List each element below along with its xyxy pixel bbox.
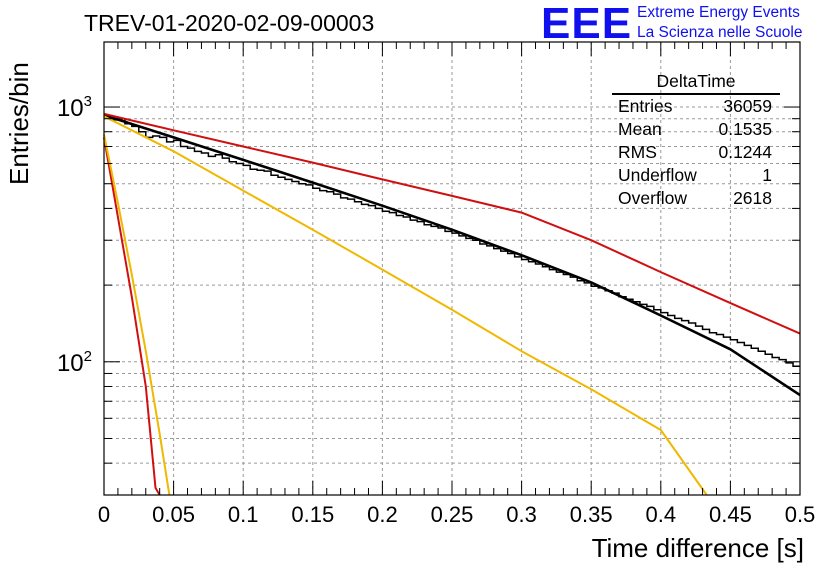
histogram-steps [104,115,800,368]
stats-label: Mean [618,119,662,139]
y-axis-label: Entries/bin [4,62,34,185]
logo-caption-line1: Extreme Energy Events [637,4,800,21]
y-tick-label: 103 [57,93,92,122]
curve-fit [103,113,801,397]
stats-row-underflow: Underflow 1 [612,164,780,187]
stats-value: 2618 [733,188,772,208]
stats-row-overflow: Overflow 2618 [612,187,780,210]
x-tick-label: 0.25 [431,502,474,527]
x-tick-label: 0.5 [785,502,816,527]
stats-value: 36059 [723,96,772,116]
stats-row-entries: Entries 36059 [612,95,780,118]
curve-red-upper [103,112,801,335]
logo-caption: Extreme Energy Events La Scienza nelle S… [637,3,802,43]
stats-title: DeltaTime [612,70,780,95]
stats-row-mean: Mean 0.1535 [612,118,780,141]
y-tick-labels: 102 103 [57,93,92,377]
x-tick-labels: 0 0.05 0.1 0.15 0.2 0.25 0.3 0.35 0.4 0.45 0.5 [98,502,815,527]
stats-box: DeltaTime Entries 36059 Mean 0.1535 RMS … [612,70,780,210]
y-tick-label: 102 [57,348,92,377]
stats-label: Overflow [618,188,688,208]
x-tick-label: 0.4 [646,502,677,527]
x-tick-label: 0.45 [709,502,752,527]
curve-yellow-slope [103,115,708,496]
stats-value: 0.1535 [718,119,772,139]
stats-label: Entries [618,96,673,116]
curve-red-steep [103,137,161,496]
curves [103,112,801,496]
stats-value: 1 [762,165,772,185]
stats-label: Underflow [618,165,697,185]
curve-yellow-steep [103,134,171,496]
stats-value: 0.1244 [718,142,772,162]
x-tick-label: 0 [98,502,110,527]
x-tick-label: 0.05 [152,502,195,527]
x-tick-label: 0.1 [228,502,259,527]
x-tick-label: 0.35 [570,502,613,527]
eee-logo: EEE [541,0,633,48]
x-tick-label: 0.3 [506,502,537,527]
chart-title: TREV-01-2020-02-09-00003 [84,10,375,36]
histogram [104,115,800,368]
stats-label: RMS [618,142,657,162]
axis-ticks [103,42,801,495]
x-tick-label: 0.15 [291,502,334,527]
x-tick-label: 0.2 [367,502,398,527]
grid-lines [104,42,800,495]
x-axis-label: Time difference [s] [591,533,804,563]
logo-caption-line2: La Scienza nelle Scuole [637,24,803,41]
stats-row-rms: RMS 0.1244 [612,141,780,164]
